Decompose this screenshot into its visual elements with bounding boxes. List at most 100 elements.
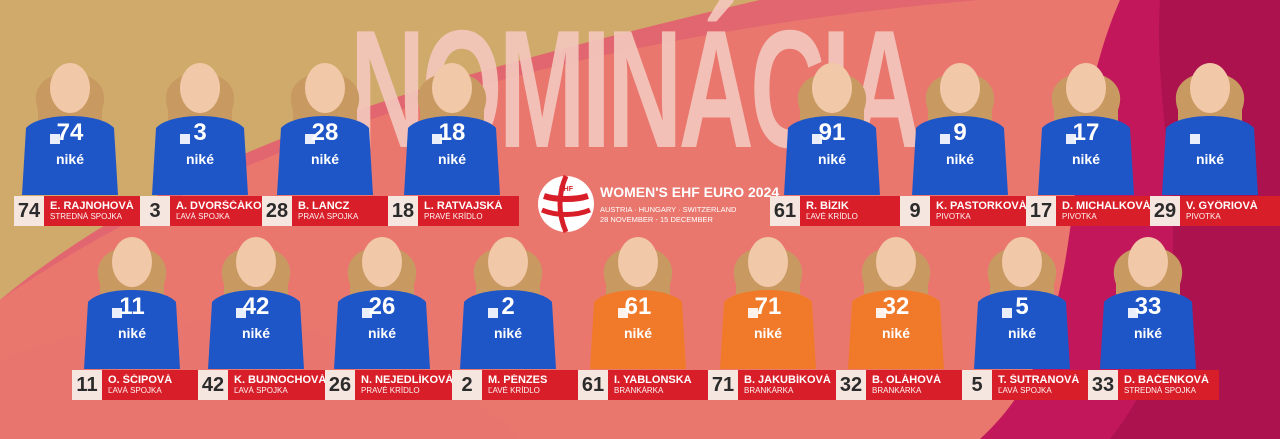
player-photo: 74 niké bbox=[22, 63, 118, 195]
player-nameplate: 61 R. BÍZIK ĽAVÉ KRÍDLO bbox=[770, 196, 901, 226]
player-name: E. RAJNOHOVÁ bbox=[50, 200, 134, 212]
player-number: 32 bbox=[836, 370, 866, 400]
player-nameplate: 74 E. RAJNOHOVÁ STREDNÁ SPOJKA bbox=[14, 196, 145, 226]
player-number: 71 bbox=[708, 370, 738, 400]
player-position: PRAVÉ KRÍDLO bbox=[361, 386, 420, 395]
player-photo: 11 niké bbox=[84, 237, 180, 369]
player-info: B. OLÁHOVÁ BRANKÁRKA bbox=[866, 370, 967, 400]
player-position: PIVOTKA bbox=[1062, 212, 1097, 221]
player-nameplate: 17 D. MICHALKOVÁ PIVOTKA bbox=[1026, 196, 1157, 226]
player-nameplate: 11 O. ŠČIPOVÁ ĽAVÁ SPOJKA bbox=[72, 370, 203, 400]
player-number: 9 bbox=[900, 196, 930, 226]
player-number: 29 bbox=[1150, 196, 1180, 226]
ball-label: EHF bbox=[559, 186, 574, 193]
svg-text:niké: niké bbox=[118, 325, 146, 341]
svg-text:niké: niké bbox=[242, 325, 270, 341]
event-dates: 28 NOVEMBER - 15 DECEMBER bbox=[600, 215, 713, 224]
player-nameplate: 26 N. NEJEDLÍKOVÁ PRAVÉ KRÍDLO bbox=[325, 370, 456, 400]
svg-text:3: 3 bbox=[193, 119, 206, 146]
player-number: 42 bbox=[198, 370, 228, 400]
player-photo: 42 niké bbox=[208, 237, 304, 369]
player-photo: 18 niké bbox=[404, 63, 500, 195]
player-number: 61 bbox=[578, 370, 608, 400]
player-info: O. ŠČIPOVÁ ĽAVÁ SPOJKA bbox=[102, 370, 203, 400]
player-number: 5 bbox=[962, 370, 992, 400]
player-info: T. ŠUTRANOVÁ ĽAVÁ SPOJKA bbox=[992, 370, 1093, 400]
player-photo: 3 niké bbox=[152, 63, 248, 195]
player-info: B. LANCZ PRAVÁ SPOJKA bbox=[292, 196, 393, 226]
svg-text:33: 33 bbox=[1135, 293, 1162, 320]
svg-text:9: 9 bbox=[953, 119, 966, 146]
player-position: ĽAVÁ SPOJKA bbox=[234, 386, 288, 395]
player-name: O. ŠČIPOVÁ bbox=[108, 374, 173, 386]
player-number: 2 bbox=[452, 370, 482, 400]
player-photo: 5 niké bbox=[974, 237, 1070, 369]
player-info: D. MICHALKOVÁ PIVOTKA bbox=[1056, 196, 1157, 226]
player-name: B. OLÁHOVÁ bbox=[872, 374, 942, 386]
player-number: 3 bbox=[140, 196, 170, 226]
player-position: BRANKÁRKA bbox=[744, 386, 794, 395]
svg-text:26: 26 bbox=[369, 293, 396, 320]
svg-text:niké: niké bbox=[1134, 325, 1162, 341]
player-number: 33 bbox=[1088, 370, 1118, 400]
player-name: A. DVORŠČÁKOVÁ bbox=[176, 200, 271, 212]
svg-text:61: 61 bbox=[625, 293, 652, 320]
player-info: D. BAČENKOVÁ STREDNÁ SPOJKA bbox=[1118, 370, 1219, 400]
player-nameplate: 29 V. GYÖRIOVÁ PIVOTKA bbox=[1150, 196, 1280, 226]
player-info: I. YABLONSKA BRANKÁRKA bbox=[608, 370, 709, 400]
player-name: I. YABLONSKA bbox=[614, 374, 692, 386]
player-info: R. BÍZIK ĽAVÉ KRÍDLO bbox=[800, 196, 901, 226]
player-position: ĽAVÁ SPOJKA bbox=[108, 386, 162, 395]
player-name: B. LANCZ bbox=[298, 200, 350, 212]
player-photo: 32 niké bbox=[848, 237, 944, 369]
svg-text:niké: niké bbox=[56, 151, 84, 167]
svg-text:niké: niké bbox=[1008, 325, 1036, 341]
svg-text:11: 11 bbox=[119, 293, 144, 320]
player-photo: 26 niké bbox=[334, 237, 430, 369]
event-logo: EHF WOMEN'S EHF EURO 2024 AUSTRIA · HUNG… bbox=[536, 174, 796, 238]
svg-text:niké: niké bbox=[438, 151, 466, 167]
player-info: N. NEJEDLÍKOVÁ PRAVÉ KRÍDLO bbox=[355, 370, 456, 400]
svg-text:niké: niké bbox=[186, 151, 214, 167]
player-info: V. GYÖRIOVÁ PIVOTKA bbox=[1180, 196, 1280, 226]
player-info: E. RAJNOHOVÁ STREDNÁ SPOJKA bbox=[44, 196, 145, 226]
player-nameplate: 33 D. BAČENKOVÁ STREDNÁ SPOJKA bbox=[1088, 370, 1219, 400]
svg-text:2: 2 bbox=[501, 293, 514, 320]
svg-text:niké: niké bbox=[494, 325, 522, 341]
player-position: BRANKÁRKA bbox=[872, 386, 922, 395]
player-nameplate: 18 L. RATVAJSKÁ PRAVÉ KRÍDLO bbox=[388, 196, 519, 226]
player-photo: 9 niké bbox=[912, 63, 1008, 195]
player-name: V. GYÖRIOVÁ bbox=[1186, 200, 1258, 212]
player-position: PRAVÁ SPOJKA bbox=[298, 212, 359, 221]
player-name: D. MICHALKOVÁ bbox=[1062, 200, 1151, 212]
svg-text:niké: niké bbox=[754, 325, 782, 341]
svg-text:niké: niké bbox=[946, 151, 974, 167]
player-photo: 28 niké bbox=[277, 63, 373, 195]
player-position: ĽAVÉ KRÍDLO bbox=[488, 386, 540, 395]
player-position: STREDNÁ SPOJKA bbox=[50, 212, 123, 221]
event-name: WOMEN'S EHF EURO 2024 bbox=[600, 184, 780, 200]
player-photo: 17 niké bbox=[1038, 63, 1134, 195]
player-number: 74 bbox=[14, 196, 44, 226]
player-number: 17 bbox=[1026, 196, 1056, 226]
player-nameplate: 28 B. LANCZ PRAVÁ SPOJKA bbox=[262, 196, 393, 226]
player-photo: 71 niké bbox=[720, 237, 816, 369]
player-position: BRANKÁRKA bbox=[614, 386, 664, 395]
event-hosts: AUSTRIA · HUNGARY · SWITZERLAND bbox=[600, 205, 737, 214]
player-nameplate: 32 B. OLÁHOVÁ BRANKÁRKA bbox=[836, 370, 967, 400]
svg-text:28: 28 bbox=[312, 119, 339, 146]
player-name: T. ŠUTRANOVÁ bbox=[998, 374, 1080, 386]
player-photo: 61 niké bbox=[590, 237, 686, 369]
player-position: PIVOTKA bbox=[1186, 212, 1221, 221]
player-name: R. BÍZIK bbox=[806, 200, 849, 212]
svg-text:74: 74 bbox=[57, 119, 84, 146]
player-position: ĽAVÁ SPOJKA bbox=[176, 212, 230, 221]
player-photo: 2 niké bbox=[460, 237, 556, 369]
player-info: L. RATVAJSKÁ PRAVÉ KRÍDLO bbox=[418, 196, 519, 226]
svg-text:niké: niké bbox=[624, 325, 652, 341]
player-number: 18 bbox=[388, 196, 418, 226]
svg-text:71: 71 bbox=[755, 293, 782, 320]
player-info: M. PÉNZES ĽAVÉ KRÍDLO bbox=[482, 370, 583, 400]
svg-text:17: 17 bbox=[1073, 119, 1100, 146]
